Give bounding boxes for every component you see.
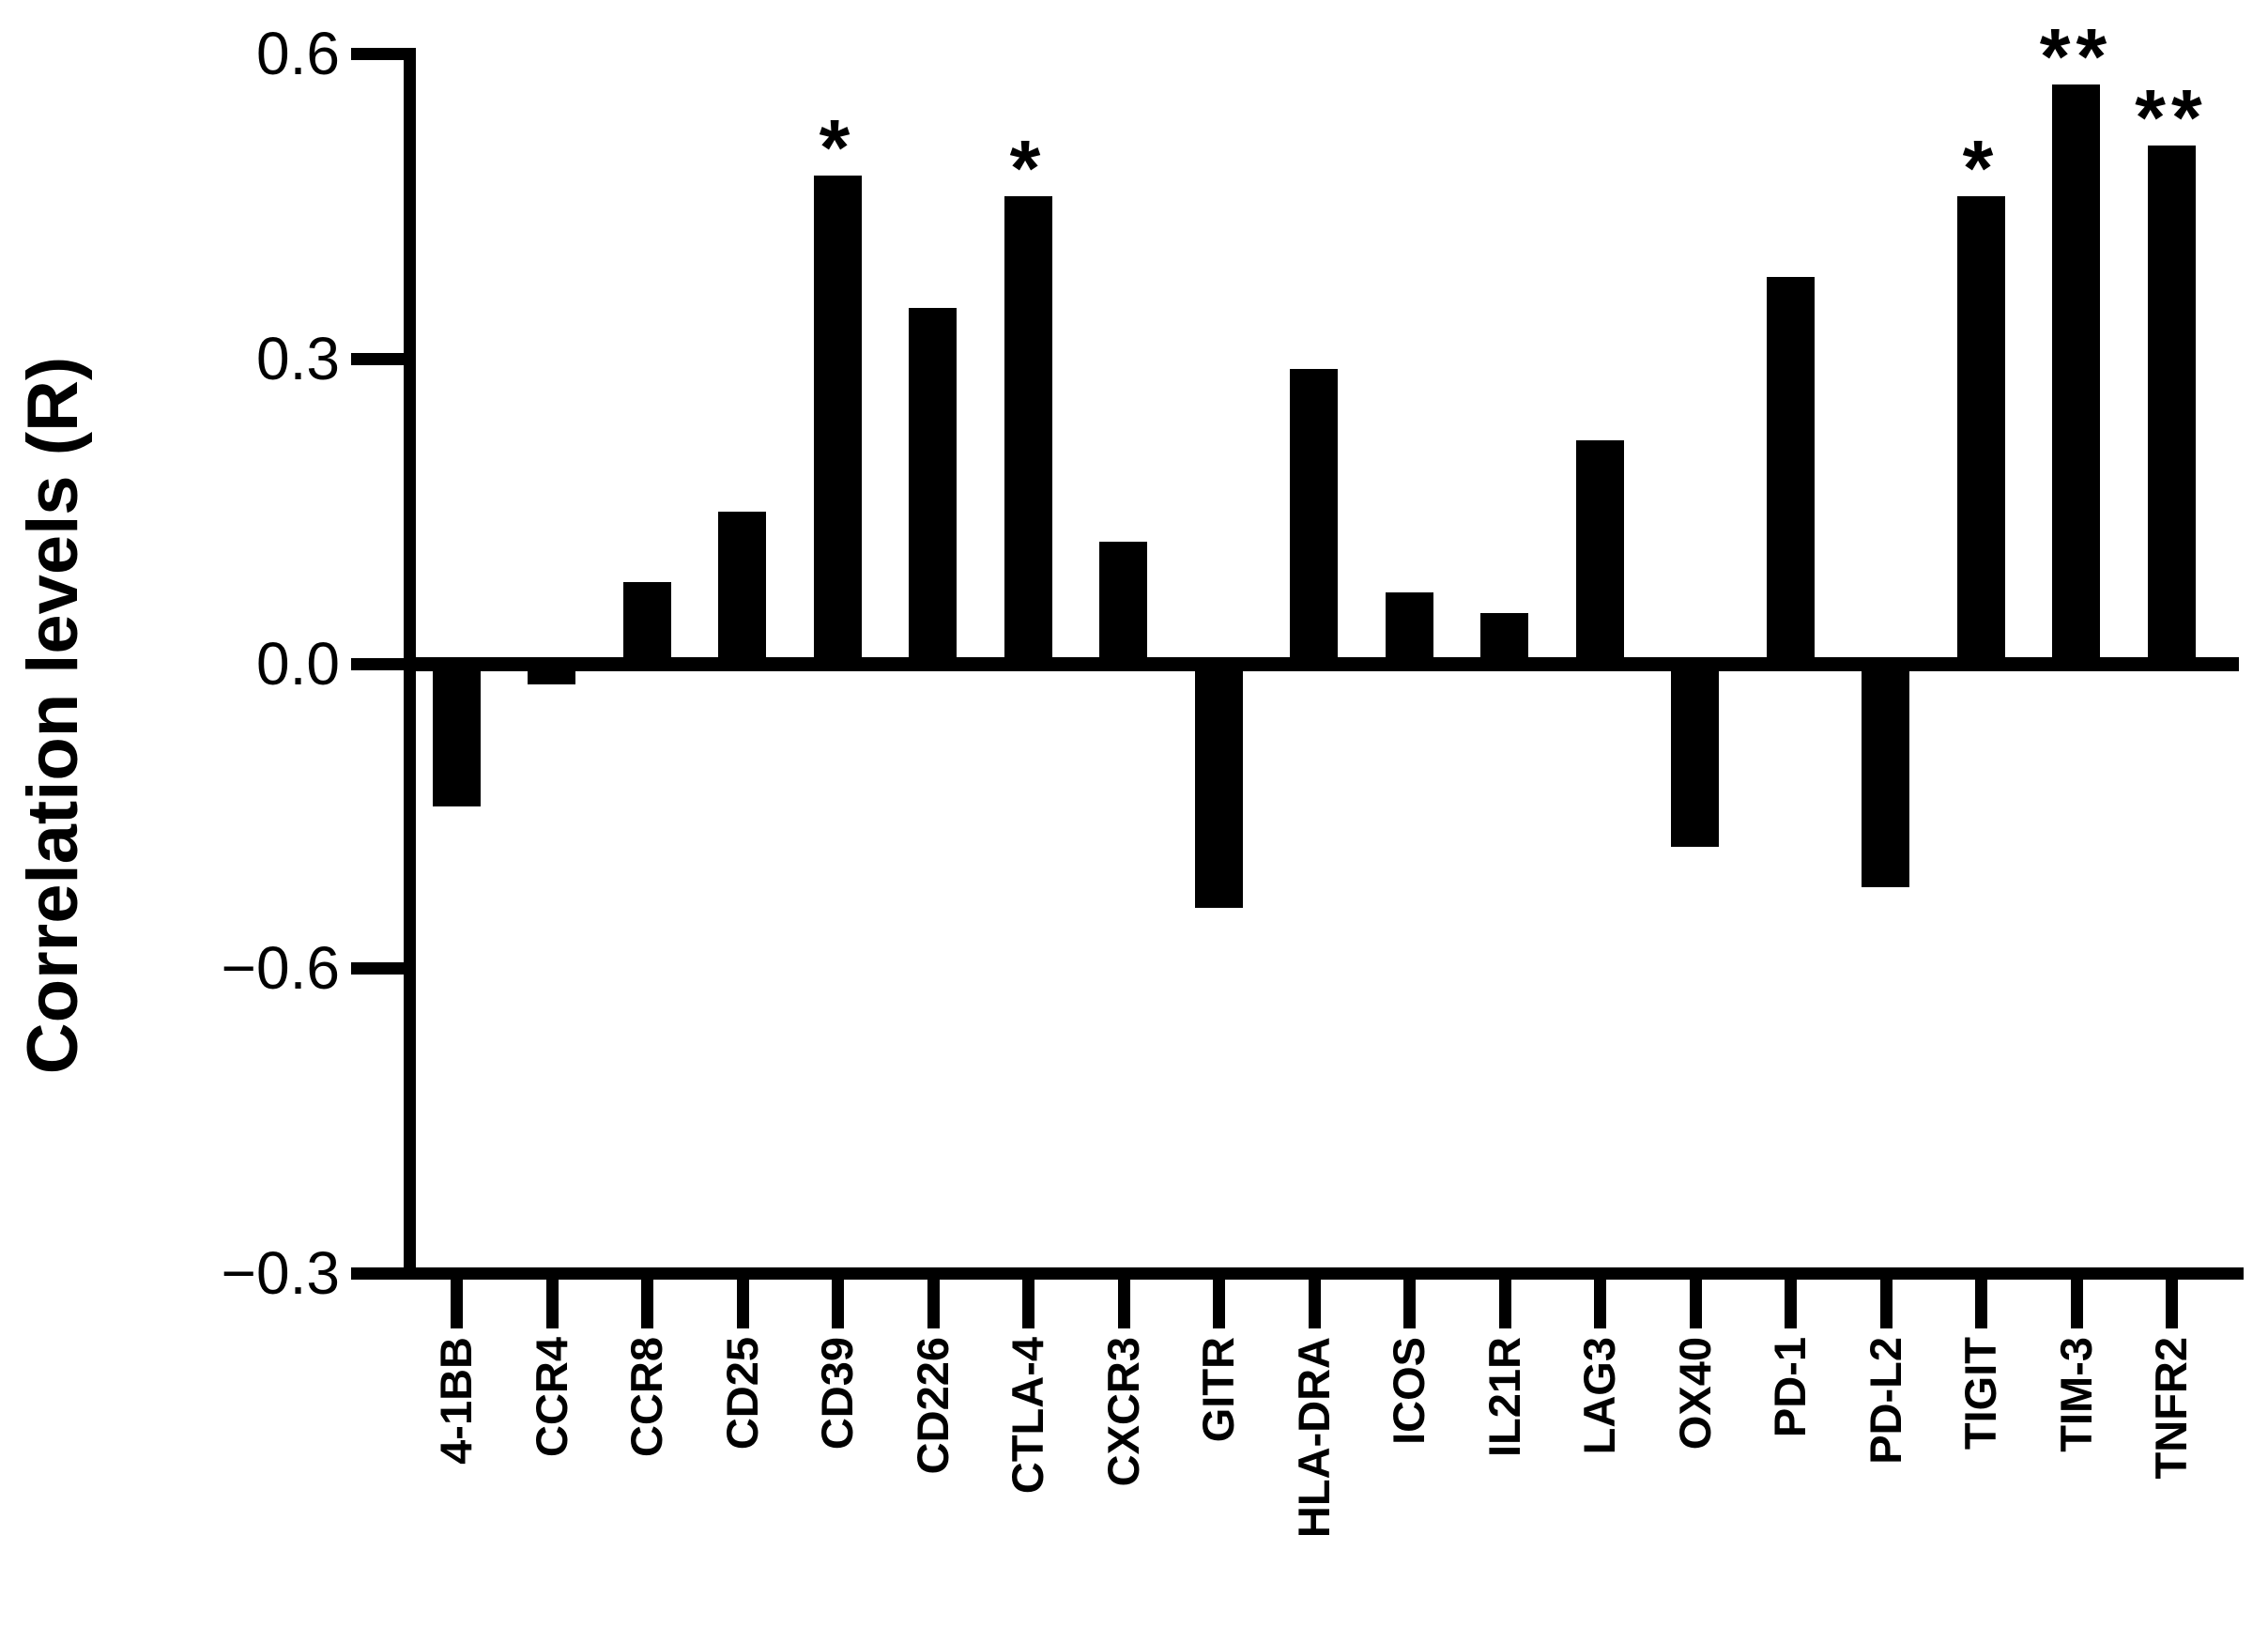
x-axis-tick	[545, 1280, 559, 1328]
y-axis-tick-label: −0.6	[221, 934, 340, 1002]
bar-ICOS	[1385, 592, 1433, 668]
significance-marker-TIGIT: *	[1962, 123, 2000, 212]
bar-TNFR2	[2147, 145, 2196, 668]
bar-4-1BB	[432, 664, 481, 806]
x-category-label-CXCR3: CXCR3	[1097, 1337, 1148, 1487]
x-axis-tick	[1689, 1280, 1702, 1328]
x-axis-tick	[451, 1280, 463, 1328]
x-axis-line	[398, 1267, 2244, 1280]
x-axis-tick	[736, 1280, 749, 1328]
y-axis-tick	[351, 658, 404, 670]
x-axis-tick	[1117, 1280, 1130, 1328]
x-axis-tick	[1403, 1280, 1416, 1328]
y-axis-tick	[351, 48, 404, 60]
bar-HLA-DRA	[1290, 368, 1338, 668]
x-axis-tick	[927, 1280, 940, 1328]
y-axis-tick	[351, 962, 404, 975]
bar-CD226	[909, 307, 957, 668]
x-category-label-TNFR2: TNFR2	[2146, 1337, 2196, 1480]
x-category-label-PD-1: PD-1	[1765, 1337, 1815, 1438]
y-axis-tick	[351, 353, 404, 365]
bar-CCR4	[528, 664, 575, 684]
x-category-label-GITR: GITR	[1193, 1337, 1243, 1443]
y-axis-line	[404, 48, 416, 1280]
bar-CCR8	[622, 582, 671, 668]
bar-IL21R	[1480, 612, 1528, 668]
x-category-label-TIM-3: TIM-3	[2050, 1337, 2101, 1452]
y-axis-tick-label: 0.6	[256, 20, 340, 87]
x-axis-tick	[2166, 1280, 2178, 1328]
x-category-label-CD39: CD39	[812, 1337, 862, 1450]
x-category-label-ICOS: ICOS	[1384, 1337, 1433, 1445]
y-axis-tick-label: 0.0	[256, 630, 340, 698]
x-category-label-LAG3: LAG3	[1574, 1337, 1624, 1455]
x-category-label-OX40: OX40	[1669, 1337, 1720, 1450]
bar-PD-1	[1766, 277, 1815, 668]
bar-TIM-3	[2052, 84, 2100, 668]
x-axis-tick	[1213, 1280, 1225, 1328]
bar-GITR	[1194, 664, 1243, 908]
x-axis-tick	[641, 1280, 653, 1328]
x-category-label-CD25: CD25	[716, 1337, 767, 1450]
x-category-label-HLA-DRA: HLA-DRA	[1288, 1337, 1339, 1539]
x-category-label-4-1BB: 4-1BB	[431, 1337, 481, 1465]
x-axis-tick	[1975, 1280, 1987, 1328]
significance-marker-CTLA-4: *	[1009, 123, 1047, 212]
x-category-label-CCR8: CCR8	[621, 1337, 671, 1457]
x-axis-tick	[1594, 1280, 1606, 1328]
x-axis-tick	[2070, 1280, 2083, 1328]
x-axis-tick	[1308, 1280, 1321, 1328]
y-axis-tick	[351, 1267, 404, 1280]
x-axis-tick	[832, 1280, 844, 1328]
bar-OX40	[1671, 664, 1719, 847]
x-axis-tick	[1879, 1280, 1893, 1328]
y-axis-title: Correlation levels (R)	[13, 356, 93, 1075]
significance-marker-CD39: *	[819, 103, 856, 192]
significance-marker-TIM-3: **	[2039, 11, 2113, 100]
x-category-label-CD226: CD226	[907, 1337, 958, 1475]
significance-marker-TNFR2: **	[2135, 72, 2208, 161]
bar-PD-L2	[1862, 664, 1909, 888]
x-category-label-CTLA-4: CTLA-4	[1003, 1337, 1052, 1495]
x-category-label-IL21R: IL21R	[1479, 1337, 1529, 1457]
bar-CTLA-4	[1004, 195, 1052, 668]
y-axis-tick-label: 0.3	[256, 325, 340, 392]
x-category-label-CCR4: CCR4	[526, 1337, 576, 1457]
x-axis-tick	[1022, 1280, 1034, 1328]
x-category-label-PD-L2: PD-L2	[1860, 1337, 1910, 1465]
bar-CD39	[813, 176, 862, 668]
y-axis-tick-label: −0.3	[221, 1239, 340, 1307]
x-axis-tick	[1498, 1280, 1511, 1328]
bar-CXCR3	[1099, 542, 1147, 668]
bar-CD25	[718, 511, 766, 668]
x-category-label-TIGIT: TIGIT	[1955, 1337, 2005, 1450]
bar-TIGIT	[1956, 195, 2005, 668]
x-axis-tick	[1785, 1280, 1797, 1328]
bar-LAG3	[1575, 439, 1624, 668]
